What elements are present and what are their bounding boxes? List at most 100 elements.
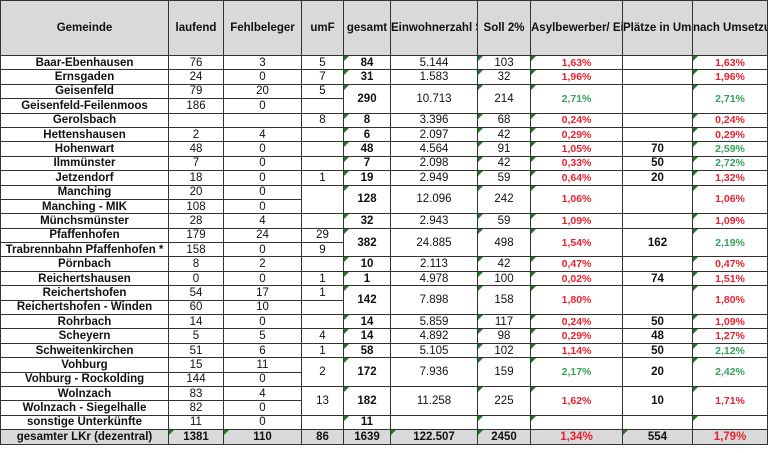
laufend-cell: 11 (168, 414, 224, 431)
plaetze-cell: 50 (622, 342, 693, 359)
soll-cell: 100 (477, 270, 531, 287)
table-row: Reichertshofen - Winden 60 10 (0, 299, 768, 316)
laufend-cell: 79 (168, 83, 224, 100)
nach-umsetzung-cell (692, 414, 768, 431)
nach-umsetzung-cell: 2,12% (692, 342, 768, 359)
gemeinde-cell: Ilmmünster (0, 155, 169, 172)
laufend-cell: 18 (168, 170, 224, 186)
fehlbeleger-cell: 24 (223, 227, 302, 244)
einwohnerzahl-cell: 5.105 (390, 342, 478, 359)
gemeinde-cell: Geisenfeld-Feilenmoos (0, 98, 169, 114)
gesamt-cell: 6 (343, 126, 391, 143)
asyl-quote-cell: 0,64% (530, 170, 623, 186)
total-row: gesamter LKr (dezentral) 1381 110 86 1639 122… (0, 429, 768, 445)
gesamt-cell: 58 (343, 342, 391, 359)
soll-cell: 102 (477, 342, 531, 359)
asyl-quote-cell: 1,09% (530, 213, 623, 229)
gemeinde-cell: Manching (0, 184, 169, 200)
header-laufend: laufend (168, 0, 224, 56)
gemeinde-cell: Reichertshofen (0, 285, 169, 301)
laufend-cell: 8 (168, 256, 224, 272)
gemeinde-cell: Hohenwart (0, 141, 169, 157)
soll-cell: 42 (477, 155, 531, 172)
laufend-cell: 48 (168, 141, 224, 157)
laufend-cell: 24 (168, 69, 224, 85)
einwohnerzahl-cell: 11.258 (390, 385, 478, 416)
plaetze-cell (622, 184, 693, 215)
asyl-quote-cell: 1,05% (530, 141, 623, 157)
gemeinde-cell: Vohburg (0, 357, 169, 373)
soll-cell: 214 (477, 83, 531, 114)
table-row: Ilmmünster 7 0 7 2.098 42 0,33% 50 2,72% (0, 155, 768, 172)
gemeinde-cell: Trabrennbahn Pfaffenhofen * (0, 242, 169, 258)
einwohnerzahl-cell: 12.096 (390, 184, 478, 215)
gemeinde-cell: sonstige Unterkünfte (0, 414, 169, 431)
asyl-quote-cell: 0,24% (530, 112, 623, 128)
umf-cell (301, 299, 344, 316)
plaetze-cell (622, 112, 693, 128)
gemeinde-cell: Geisenfeld (0, 83, 169, 100)
einwohnerzahl-cell: 5.859 (390, 314, 478, 330)
asyl-quote-cell: 1,06% (530, 184, 623, 215)
gesamt-cell: 142 (343, 285, 391, 316)
gemeinde-cell: Rohrbach (0, 314, 169, 330)
gemeinde-cell: Pörnbach (0, 256, 169, 272)
fehlbeleger-cell: 4 (223, 385, 302, 402)
asyl-quote-cell: 0,47% (530, 256, 623, 272)
fehlbeleger-cell: 0 (223, 371, 302, 387)
umf-cell: 5 (301, 54, 344, 71)
table-row: Manching 20 0 128 12.096 242 1,06% 1,06% (0, 184, 768, 215)
gemeinde-cell: Wolnzach (0, 385, 169, 402)
gesamt-cell: 1639 (343, 429, 391, 445)
fehlbeleger-cell: 2 (223, 256, 302, 272)
einwohnerzahl-cell (390, 414, 478, 431)
plaetze-cell (622, 83, 693, 114)
umf-cell (301, 414, 344, 431)
asyl-quote-cell: 1,14% (530, 342, 623, 359)
umf-cell: 7 (301, 69, 344, 85)
gesamt-cell: 48 (343, 141, 391, 157)
nach-umsetzung-cell: 2,19% (692, 227, 768, 258)
umf-cell (301, 155, 344, 172)
gemeinde-cell: Ernsgaden (0, 69, 169, 85)
gesamt-cell: 182 (343, 385, 391, 416)
soll-cell: 498 (477, 227, 531, 258)
table-row: Trabrennbahn Pfaffenhofen * 158 0 9 (0, 242, 768, 258)
laufend-cell: 0 (168, 270, 224, 287)
table-row: Geisenfeld 79 20 5 290 10.713 214 2,71% 2,71% (0, 83, 768, 114)
gesamt-cell: 31 (343, 69, 391, 85)
nach-umsetzung-cell: 1,79% (692, 429, 768, 445)
laufend-cell (168, 112, 224, 128)
nach-umsetzung-cell: 2,42% (692, 357, 768, 387)
asyl-quote-cell (530, 414, 623, 431)
umf-cell (301, 256, 344, 272)
fehlbeleger-cell: 0 (223, 414, 302, 431)
laufend-cell: 28 (168, 213, 224, 229)
gesamt-cell: 7 (343, 155, 391, 172)
nach-umsetzung-cell: 1,06% (692, 184, 768, 215)
asyl-quote-cell: 1,34% (530, 429, 623, 445)
plaetze-cell: 74 (622, 270, 693, 287)
header-umf: umF (301, 0, 344, 56)
umf-cell (301, 314, 344, 330)
header-plaetze: Plätze in Umsetzung (622, 0, 693, 56)
gesamt-cell: 290 (343, 83, 391, 114)
table-row: Baar-Ebenhausen 76 3 5 84 5.144 103 1,63% 1,63% (0, 54, 768, 71)
asyl-quote-cell: 1,63% (530, 54, 623, 71)
gemeinde-cell: Hettenshausen (0, 126, 169, 143)
fehlbeleger-cell: 11 (223, 357, 302, 373)
nach-umsetzung-cell: 0,24% (692, 112, 768, 128)
gemeinde-cell: Pfaffenhofen (0, 227, 169, 244)
umf-cell: 1 (301, 170, 344, 186)
asyl-quote-cell: 1,54% (530, 227, 623, 258)
laufend-cell: 2 (168, 126, 224, 143)
fehlbeleger-cell: 4 (223, 213, 302, 229)
table-row: Pörnbach 8 2 10 2.113 42 0,47% 0,47% (0, 256, 768, 272)
gesamt-cell: 10 (343, 256, 391, 272)
gemeinde-cell: Scheyern (0, 328, 169, 344)
gemeinde-cell: Baar-Ebenhausen (0, 54, 169, 71)
soll-cell: 42 (477, 126, 531, 143)
umf-cell: 13 (301, 385, 344, 416)
nach-umsetzung-cell: 1,63% (692, 54, 768, 71)
einwohnerzahl-cell: 5.144 (390, 54, 478, 71)
